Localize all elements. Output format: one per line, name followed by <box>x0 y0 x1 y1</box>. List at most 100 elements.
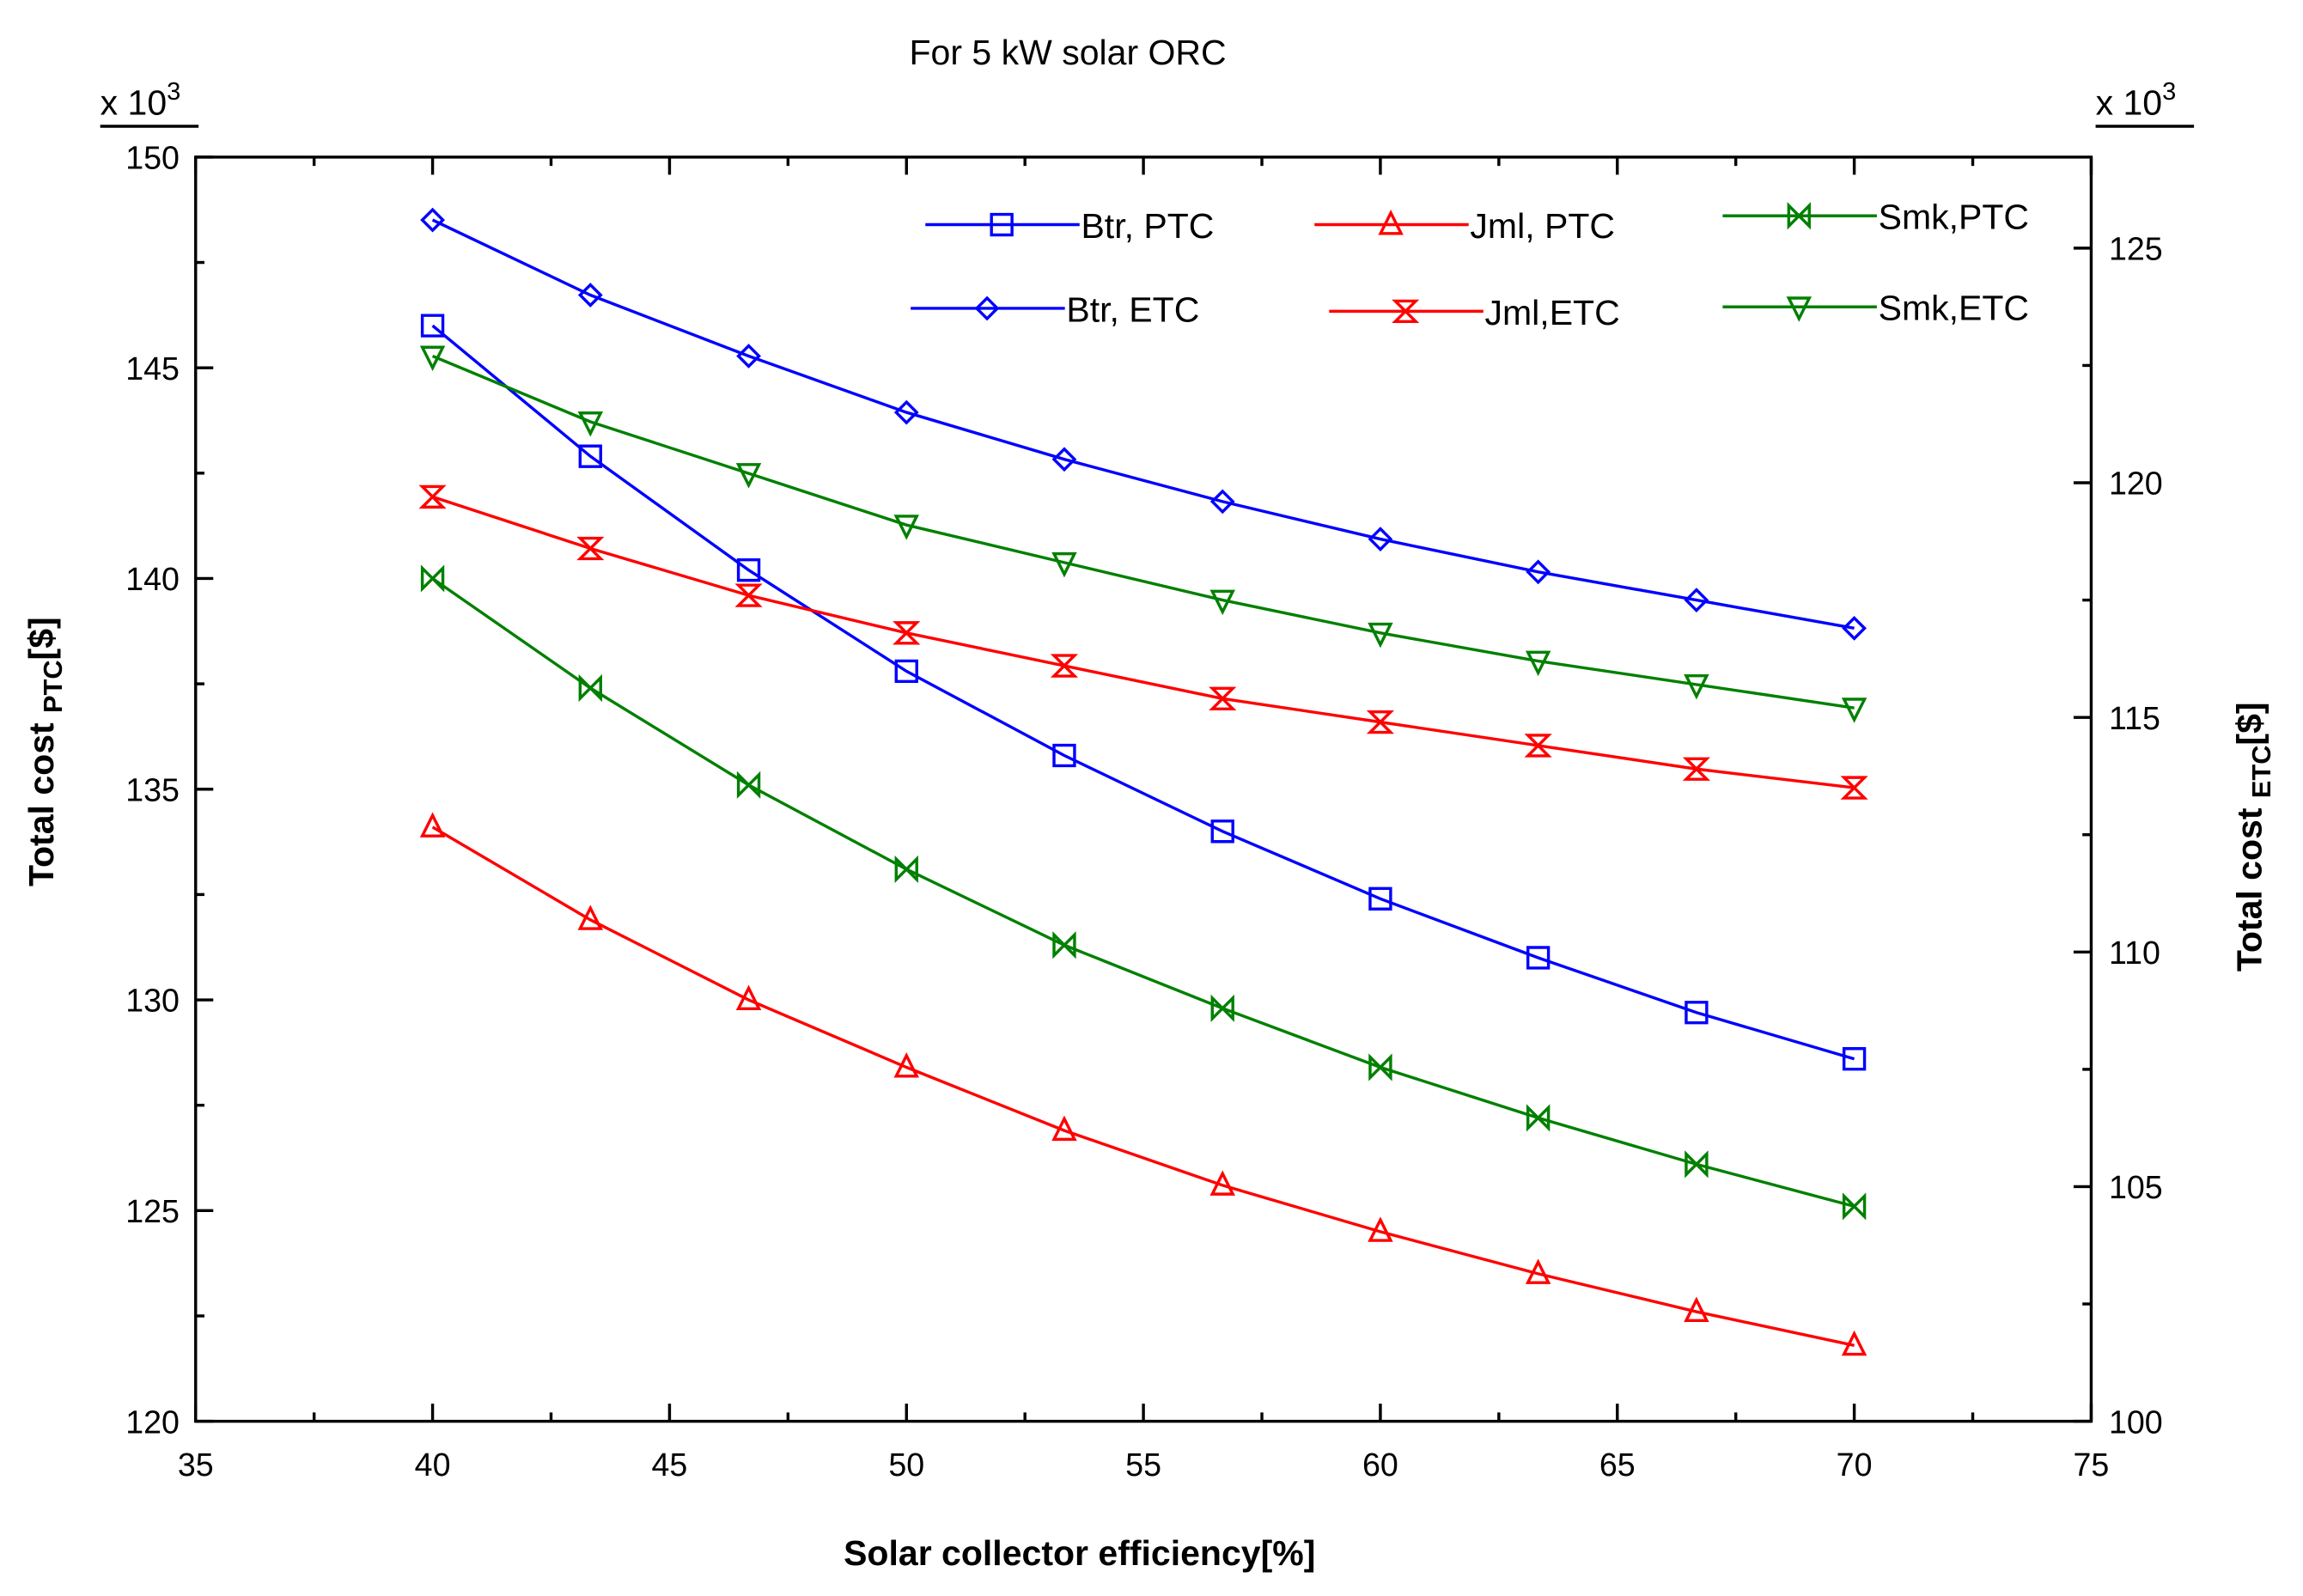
x-tick-label: 55 <box>1125 1447 1161 1483</box>
hourglass-marker <box>734 583 763 607</box>
x-axis-label: Solar collector efficiency[%] <box>844 1533 1315 1573</box>
legend-label: Jml, PTC <box>1470 206 1615 246</box>
series-smk-ptc <box>420 564 1867 1221</box>
x-tick-label: 70 <box>1837 1447 1873 1483</box>
diamond-marker <box>736 344 761 369</box>
triangle-down-marker <box>1368 622 1393 649</box>
hourglass-marker <box>1682 757 1710 781</box>
diamond-marker <box>1842 615 1867 641</box>
bowtie-marker <box>1526 1104 1551 1132</box>
y-tick-label-left: 135 <box>125 771 180 807</box>
svg-text:x 103: x 103 <box>2096 78 2177 122</box>
triangle-down-marker <box>1841 697 1867 723</box>
diamond-marker <box>420 207 445 233</box>
diamond-marker <box>893 399 919 425</box>
square-marker <box>1210 819 1234 844</box>
y-tick-label-right: 115 <box>2109 700 2160 736</box>
bowtie-marker <box>1052 931 1076 959</box>
legend-label: Jml,ETC <box>1485 293 1620 332</box>
y-tick-label-right: 125 <box>2109 231 2163 267</box>
y-tick-label-right: 110 <box>2109 935 2160 971</box>
triangle-up-marker <box>1525 1258 1551 1284</box>
y-axis-label-right: Total cost ETC[$] <box>2230 702 2276 972</box>
triangle-down-marker <box>1051 551 1077 578</box>
bowtie-marker <box>1787 202 1811 230</box>
diamond-marker <box>1526 559 1551 585</box>
bowtie-marker <box>1685 1150 1709 1179</box>
hourglass-marker <box>576 536 605 561</box>
multiplier-base: x 10 <box>2096 82 2163 122</box>
hourglass-marker <box>1524 734 1552 758</box>
square-marker <box>990 212 1014 237</box>
triangle-up-marker <box>893 1052 919 1078</box>
y-tick-label-right: 100 <box>2109 1404 2163 1440</box>
triangle-down-marker <box>1786 296 1813 322</box>
legend: Btr, PTC Jml, PTC Smk,PTC Btr, ETC Jml,ETC Sm… <box>911 198 2029 332</box>
square-marker <box>894 659 918 684</box>
plot-frame <box>194 155 2093 1423</box>
y-tick-label-left: 125 <box>125 1193 180 1229</box>
legend-label: Smk,ETC <box>1879 289 2029 328</box>
x-tick-label: 75 <box>2074 1447 2110 1483</box>
diamond-marker <box>1051 447 1077 472</box>
legend-item: Smk,ETC <box>1722 289 2029 328</box>
multiplier-exp: 3 <box>167 78 180 106</box>
series-line <box>431 577 1855 1209</box>
diamond-marker <box>974 295 1000 321</box>
hourglass-marker <box>1050 654 1079 678</box>
diamond-marker <box>577 283 603 308</box>
diamond-marker <box>1209 489 1235 515</box>
legend-item: Smk,PTC <box>1722 198 2029 237</box>
y-tick-label-left: 145 <box>125 350 180 387</box>
triangle-up-marker <box>1684 1296 1709 1323</box>
triangle-up-marker <box>1841 1330 1867 1356</box>
series-line <box>431 324 1855 1061</box>
bowtie-marker <box>578 673 602 703</box>
y-tick-label-right: 120 <box>2109 466 2163 502</box>
hourglass-marker <box>418 484 447 509</box>
triangle-up-marker <box>1378 210 1404 235</box>
series-jml-etc <box>418 484 1868 800</box>
series-line <box>431 825 1855 1347</box>
x-tick-label: 45 <box>652 1447 688 1483</box>
hourglass-marker <box>1840 776 1868 800</box>
y-tick-label-right: 105 <box>2109 1169 2163 1205</box>
square-marker <box>420 314 445 338</box>
bowtie-marker <box>894 855 918 884</box>
x-tick-label: 60 <box>1362 1447 1398 1483</box>
triangle-down-marker <box>419 345 446 372</box>
hourglass-marker <box>1366 710 1395 734</box>
legend-item: Jml,ETC <box>1329 293 1620 332</box>
x-tick-label: 35 <box>178 1447 214 1483</box>
y-tick-label-left: 130 <box>125 983 180 1019</box>
y-tick-label-left: 140 <box>125 561 180 597</box>
bowtie-marker <box>736 771 761 799</box>
legend-label: Btr, PTC <box>1081 206 1214 246</box>
square-marker <box>1526 946 1551 970</box>
triangle-up-marker <box>735 984 762 1010</box>
legend-item: Jml, PTC <box>1314 206 1615 246</box>
series-jml-ptc <box>419 812 1867 1356</box>
legend-label: Smk,PTC <box>1879 198 2029 237</box>
square-marker <box>1685 1001 1709 1025</box>
square-marker <box>578 444 602 468</box>
series-line <box>431 354 1855 710</box>
triangle-down-marker <box>1209 589 1235 616</box>
legend-label: Btr, ETC <box>1066 289 1199 329</box>
triangle-down-marker <box>1684 673 1709 700</box>
multiplier-base: x 10 <box>101 82 168 122</box>
triangle-up-marker <box>1368 1216 1393 1242</box>
chart-title: For 5 kW solar ORC <box>909 33 1226 72</box>
triangle-down-marker <box>893 515 919 540</box>
svg-text:x 103: x 103 <box>101 78 181 122</box>
hourglass-marker <box>1392 299 1420 324</box>
y-multiplier-right: x 103 <box>2095 78 2195 128</box>
series-btr-etc <box>420 207 1867 641</box>
square-marker <box>1842 1047 1867 1071</box>
bowtie-marker <box>1368 1053 1392 1081</box>
y-tick-label-left: 150 <box>125 140 180 176</box>
bowtie-marker <box>1842 1192 1867 1221</box>
x-tick-label: 40 <box>415 1447 451 1483</box>
bowtie-marker <box>1210 994 1234 1022</box>
triangle-up-marker <box>419 812 446 838</box>
